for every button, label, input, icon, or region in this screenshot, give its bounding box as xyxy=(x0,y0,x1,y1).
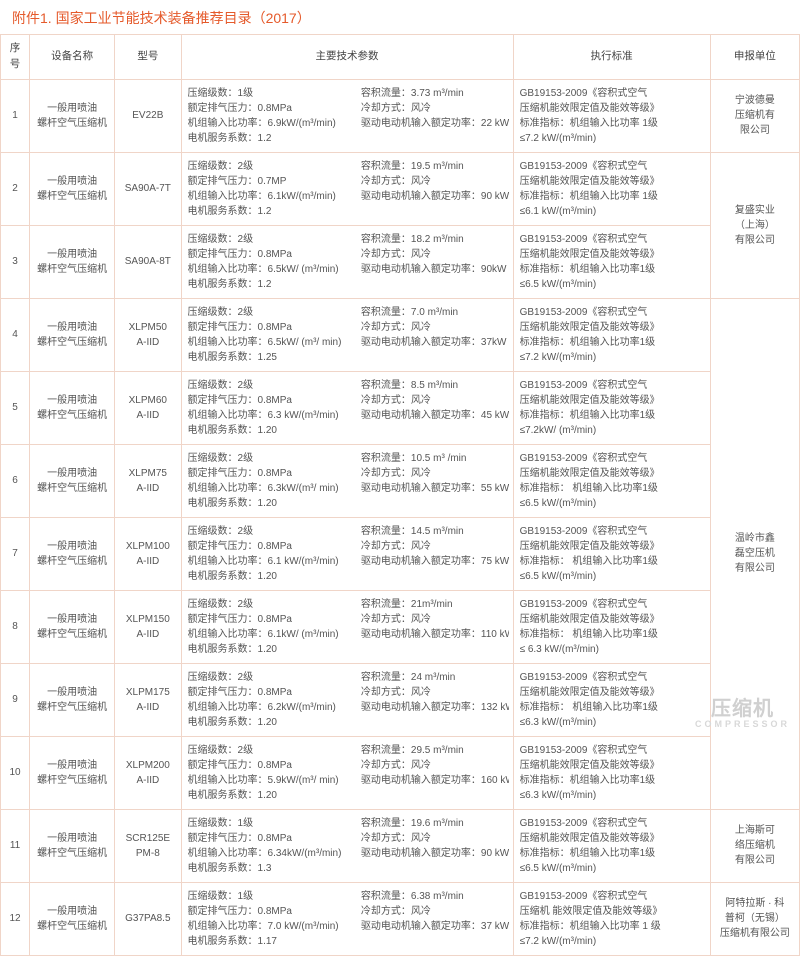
cell-name: 一般用喷油螺杆空气压缩机 xyxy=(30,517,115,590)
cell-seq: 11 xyxy=(1,809,30,882)
cell-name: 一般用喷油螺杆空气压缩机 xyxy=(30,736,115,809)
th-name: 设备名称 xyxy=(30,35,115,80)
table-header-row: 序号 设备名称 型号 主要技术参数 执行标准 申报单位 xyxy=(1,35,800,80)
cell-name: 一般用喷油螺杆空气压缩机 xyxy=(30,882,115,955)
cell-unit: 阿特拉斯 · 科普柯（无锡）压缩机有限公司 xyxy=(710,882,799,955)
cell-standard: GB19153-2009《容积式空气压缩机能效限定值及能效等级》标准指标：机组输… xyxy=(513,298,710,371)
cell-seq: 9 xyxy=(1,663,30,736)
cell-seq: 7 xyxy=(1,517,30,590)
cell-standard: GB19153-2009《容积式空气压缩机 能效限定值及能效等级》标准指标：机组… xyxy=(513,882,710,955)
cell-seq: 8 xyxy=(1,590,30,663)
cell-standard: GB19153-2009《容积式空气压缩机能效限定值及能效等级》标准指标：机组输… xyxy=(513,809,710,882)
cell-standard: GB19153-2009《容积式空气压缩机能效限定值及能效等级》标准指标：机组输… xyxy=(513,152,710,225)
cell-unit: 上海斯可络压缩机有限公司 xyxy=(710,809,799,882)
cell-params: 压缩级数：2级额定排气压力：0.8MPa机组输入比功率：6.1 kW/(m³/m… xyxy=(181,517,513,590)
cell-seq: 4 xyxy=(1,298,30,371)
table-row: 6一般用喷油螺杆空气压缩机XLPM75A-IID压缩级数：2级额定排气压力：0.… xyxy=(1,444,800,517)
cell-seq: 12 xyxy=(1,882,30,955)
cell-name: 一般用喷油螺杆空气压缩机 xyxy=(30,590,115,663)
th-standard: 执行标准 xyxy=(513,35,710,80)
cell-model: XLPM75A-IID xyxy=(115,444,181,517)
page-title: 附件1. 国家工业节能技术装备推荐目录（2017） xyxy=(0,0,800,34)
cell-params: 压缩级数：2级额定排气压力：0.8MPa机组输入比功率：6.5kW/ (m³/m… xyxy=(181,225,513,298)
table-row: 11一般用喷油螺杆空气压缩机SCR125EPM-8压缩级数：1级额定排气压力：0… xyxy=(1,809,800,882)
table-row: 10一般用喷油螺杆空气压缩机XLPM200A-IID压缩级数：2级额定排气压力：… xyxy=(1,736,800,809)
th-params: 主要技术参数 xyxy=(181,35,513,80)
cell-seq: 3 xyxy=(1,225,30,298)
cell-params: 压缩级数：2级额定排气压力：0.8MPa机组输入比功率：5.9kW/(m³/ m… xyxy=(181,736,513,809)
cell-name: 一般用喷油螺杆空气压缩机 xyxy=(30,79,115,152)
table-row: 4一般用喷油螺杆空气压缩机XLPM50A-IID压缩级数：2级额定排气压力：0.… xyxy=(1,298,800,371)
cell-model: XLPM60A-IID xyxy=(115,371,181,444)
cell-params: 压缩级数：2级额定排气压力：0.8MPa机组输入比功率：6.2kW/(m³/mi… xyxy=(181,663,513,736)
cell-params: 压缩级数：2级额定排气压力：0.7MP机组输入比功率：6.1kW/(m³/min… xyxy=(181,152,513,225)
table-row: 12一般用喷油螺杆空气压缩机G37PA8.5压缩级数：1级额定排气压力：0.8M… xyxy=(1,882,800,955)
cell-name: 一般用喷油螺杆空气压缩机 xyxy=(30,225,115,298)
cell-model: G37PA8.5 xyxy=(115,882,181,955)
cell-params: 压缩级数：2级额定排气压力：0.8MPa机组输入比功率：6.3kW/(m³/ m… xyxy=(181,444,513,517)
cell-seq: 5 xyxy=(1,371,30,444)
cell-name: 一般用喷油螺杆空气压缩机 xyxy=(30,298,115,371)
cell-params: 压缩级数：2级额定排气压力：0.8MPa机组输入比功率：6.5kW/ (m³/ … xyxy=(181,298,513,371)
cell-params: 压缩级数：2级额定排气压力：0.8MPa机组输入比功率：6.3 kW/(m³/m… xyxy=(181,371,513,444)
cell-params: 压缩级数：1级额定排气压力：0.8MPa机组输入比功率：6.34kW/(m³/m… xyxy=(181,809,513,882)
cell-seq: 1 xyxy=(1,79,30,152)
cell-params: 压缩级数：1级额定排气压力：0.8MPa机组输入比功率：7.0 kW/(m³/m… xyxy=(181,882,513,955)
table-row: 7一般用喷油螺杆空气压缩机XLPM100A-IID压缩级数：2级额定排气压力：0… xyxy=(1,517,800,590)
th-seq: 序号 xyxy=(1,35,30,80)
cell-model: SA90A-8T xyxy=(115,225,181,298)
cell-model: XLPM100A-IID xyxy=(115,517,181,590)
cell-params: 压缩级数：1级额定排气压力：0.8MPa机组输入比功率：6.9kW/(m³/mi… xyxy=(181,79,513,152)
cell-name: 一般用喷油螺杆空气压缩机 xyxy=(30,663,115,736)
cell-name: 一般用喷油螺杆空气压缩机 xyxy=(30,371,115,444)
cell-standard: GB19153-2009《容积式空气压缩机能效限定值及能效等级》标准指标： 机组… xyxy=(513,590,710,663)
cell-standard: GB19153-2009《容积式空气压缩机能效限定值及能效等级》标准指标：机组输… xyxy=(513,79,710,152)
cell-standard: GB19153-2009《容积式空气压缩机能效限定值及能效等级》标准指标： 机组… xyxy=(513,663,710,736)
table-row: 8一般用喷油螺杆空气压缩机XLPM150A-IID压缩级数：2级额定排气压力：0… xyxy=(1,590,800,663)
table-row: 5一般用喷油螺杆空气压缩机XLPM60A-IID压缩级数：2级额定排气压力：0.… xyxy=(1,371,800,444)
th-model: 型号 xyxy=(115,35,181,80)
th-unit: 申报单位 xyxy=(710,35,799,80)
table-row: 9一般用喷油螺杆空气压缩机XLPM175A-IID压缩级数：2级额定排气压力：0… xyxy=(1,663,800,736)
cell-model: EV22B xyxy=(115,79,181,152)
cell-seq: 2 xyxy=(1,152,30,225)
cell-seq: 6 xyxy=(1,444,30,517)
cell-model: XLPM150A-IID xyxy=(115,590,181,663)
table-row: 3一般用喷油螺杆空气压缩机SA90A-8T压缩级数：2级额定排气压力：0.8MP… xyxy=(1,225,800,298)
cell-model: XLPM175A-IID xyxy=(115,663,181,736)
cell-params: 压缩级数：2级额定排气压力：0.8MPa机组输入比功率：6.1kW/ (m³/m… xyxy=(181,590,513,663)
cell-standard: GB19153-2009《容积式空气压缩机能效限定值及能效等级》标准指标：机组输… xyxy=(513,225,710,298)
cell-unit: 宁波德曼压缩机有限公司 xyxy=(710,79,799,152)
cell-name: 一般用喷油螺杆空气压缩机 xyxy=(30,809,115,882)
cell-standard: GB19153-2009《容积式空气压缩机能效限定值及能效等级》标准指标：机组输… xyxy=(513,736,710,809)
equipment-table: 序号 设备名称 型号 主要技术参数 执行标准 申报单位 1一般用喷油螺杆空气压缩… xyxy=(0,34,800,956)
cell-model: XLPM200A-IID xyxy=(115,736,181,809)
cell-standard: GB19153-2009《容积式空气压缩机能效限定值及能效等级》标准指标： 机组… xyxy=(513,444,710,517)
cell-name: 一般用喷油螺杆空气压缩机 xyxy=(30,152,115,225)
cell-seq: 10 xyxy=(1,736,30,809)
cell-standard: GB19153-2009《容积式空气压缩机能效限定值及能效等级》标准指标：机组输… xyxy=(513,371,710,444)
cell-standard: GB19153-2009《容积式空气压缩机能效限定值及能效等级》标准指标： 机组… xyxy=(513,517,710,590)
cell-unit: 复盛实业（上海）有限公司 xyxy=(710,152,799,298)
cell-model: SA90A-7T xyxy=(115,152,181,225)
cell-unit: 温岭市鑫磊空压机有限公司 xyxy=(710,298,799,809)
cell-model: XLPM50A-IID xyxy=(115,298,181,371)
table-row: 2一般用喷油螺杆空气压缩机SA90A-7T压缩级数：2级额定排气压力：0.7MP… xyxy=(1,152,800,225)
table-row: 1一般用喷油螺杆空气压缩机EV22B压缩级数：1级额定排气压力：0.8MPa机组… xyxy=(1,79,800,152)
cell-model: SCR125EPM-8 xyxy=(115,809,181,882)
cell-name: 一般用喷油螺杆空气压缩机 xyxy=(30,444,115,517)
